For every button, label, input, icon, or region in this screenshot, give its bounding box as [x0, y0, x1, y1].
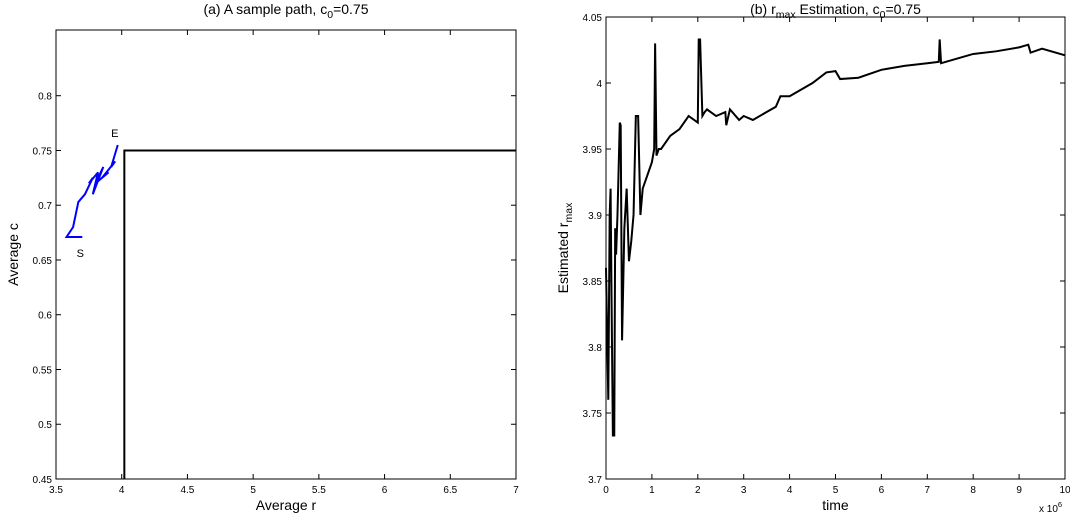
x-tick-label: 4	[119, 485, 125, 496]
y-tick-label: 0.8	[38, 92, 52, 103]
y-tick-label: 0.7	[38, 201, 52, 212]
y-axis-label-part: Estimated r	[555, 222, 571, 293]
chart-title-part: =0.75	[885, 1, 921, 17]
y-tick-label: 3.9	[588, 211, 602, 222]
x-tick-label: 10	[1059, 485, 1070, 496]
y-axis-label-part: max	[563, 202, 575, 223]
chart-title-part: =0.75	[333, 1, 369, 17]
x-tick-label: 6	[382, 485, 388, 496]
data-line	[64, 144, 119, 238]
y-tick-label: 3.7	[588, 475, 602, 486]
x-tick-label: 8	[970, 485, 976, 496]
chart-title-part: Estimation, c	[796, 1, 880, 17]
y-tick-label: 3.8	[588, 343, 602, 354]
x-tick-label: 5	[833, 485, 839, 496]
y-tick-label: 0.6	[38, 311, 52, 322]
x-tick-label: 4	[787, 485, 793, 496]
plot-frame	[605, 16, 1066, 480]
y-tick-label: 4.05	[583, 13, 603, 24]
x-multiplier-part: 6	[1058, 500, 1062, 509]
x-axis-label: Average r	[256, 497, 317, 513]
chart-title-part: (a) A sample path, c	[203, 1, 327, 17]
chart-title-part: max	[776, 9, 797, 21]
y-tick-label: 3.85	[583, 277, 603, 288]
y-tick-label: 4	[596, 79, 602, 90]
x-axis-label-part: time	[822, 497, 849, 513]
x-tick-label: 4.5	[180, 485, 194, 496]
y-tick-label: 3.95	[583, 145, 603, 156]
x-tick-label: 9	[1016, 485, 1022, 496]
end-label: E	[111, 128, 118, 140]
x-tick-label: 6	[879, 485, 885, 496]
plot-frame	[55, 29, 517, 480]
y-tick-label: 0.55	[33, 365, 53, 376]
x-multiplier: x 106	[1039, 500, 1062, 515]
y-tick-label: 0.45	[33, 475, 53, 486]
x-axis-label-part: Average r	[256, 497, 317, 513]
x-tick-label: 1	[649, 485, 655, 496]
chart-title-part: 0	[327, 9, 333, 21]
x-tick-label: 6.5	[443, 485, 457, 496]
data-line	[123, 149, 516, 479]
y-tick-label: 0.75	[33, 146, 53, 157]
y-axis-label: Average c	[5, 223, 21, 286]
x-tick-label: 7	[513, 485, 519, 496]
start-label: S	[77, 248, 84, 260]
data-line	[605, 38, 1066, 437]
chart-title: (a) A sample path, c0=0.75	[203, 1, 368, 21]
x-axis-label: time	[822, 497, 849, 513]
chart-title-part: (b) r	[750, 1, 776, 17]
chart-title: (b) rmax Estimation, c0=0.75	[750, 1, 921, 21]
y-tick-label: 0.65	[33, 256, 53, 267]
y-tick-label: 3.75	[583, 409, 603, 420]
chart-title-part: 0	[880, 9, 886, 21]
y-axis-label-part: Average c	[5, 223, 21, 286]
y-axis-label: Estimated rmax	[555, 202, 575, 293]
x-tick-label: 3	[741, 485, 747, 496]
x-tick-label: 3.5	[49, 485, 63, 496]
y-tick-label: 0.5	[38, 420, 52, 431]
x-tick-label: 7	[925, 485, 931, 496]
x-multiplier-part: x 10	[1039, 504, 1058, 515]
x-tick-label: 0	[603, 485, 609, 496]
x-tick-label: 2	[695, 485, 701, 496]
x-tick-label: 5.5	[312, 485, 326, 496]
x-tick-label: 5	[250, 485, 256, 496]
